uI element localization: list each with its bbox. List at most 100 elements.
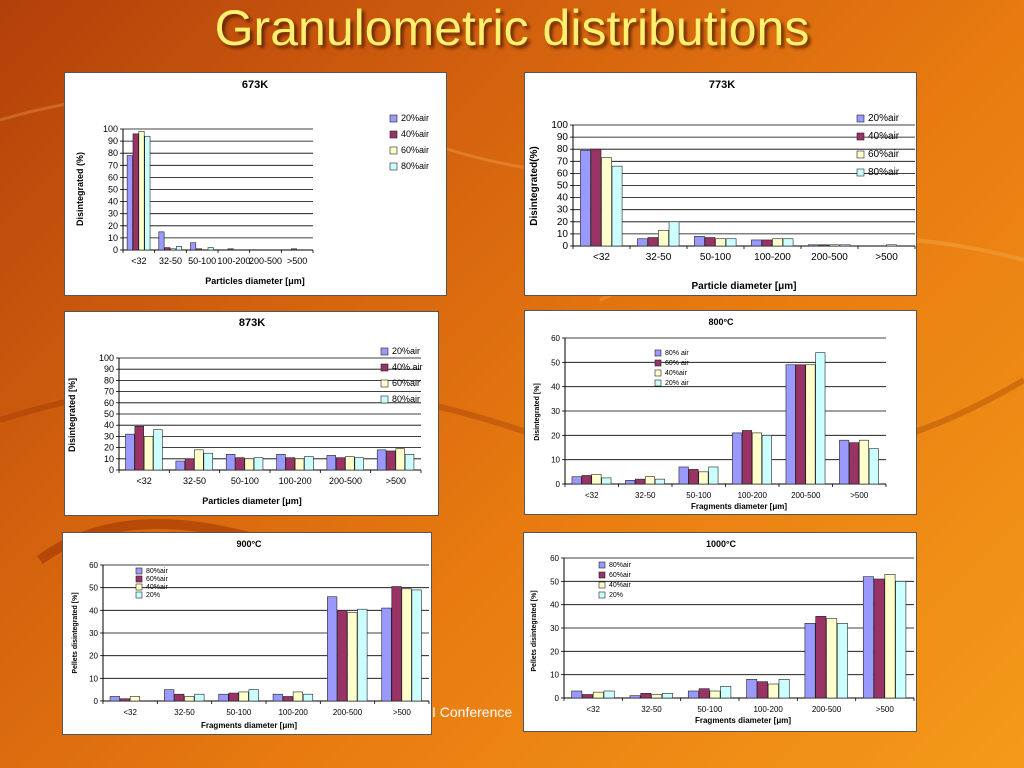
bar bbox=[688, 469, 699, 485]
bar bbox=[227, 248, 234, 251]
bar bbox=[292, 691, 304, 702]
bar bbox=[404, 454, 415, 471]
y-tick-label: 0 bbox=[94, 697, 99, 706]
y-tick-label: 10 bbox=[557, 229, 569, 240]
x-tick-label: 100-200 bbox=[738, 491, 768, 500]
bar bbox=[720, 686, 732, 699]
bar bbox=[761, 239, 773, 247]
legend-label: 40%air bbox=[401, 129, 429, 139]
legend-label: 40%air bbox=[609, 582, 631, 589]
legend-swatch bbox=[380, 363, 389, 372]
bar bbox=[836, 623, 848, 699]
x-tick-label: >500 bbox=[386, 476, 406, 486]
y-tick-label: 40 bbox=[89, 606, 98, 615]
x-tick-label: 200-500 bbox=[811, 252, 848, 263]
x-tick-label: <32 bbox=[137, 476, 152, 486]
legend-label: 40%air bbox=[868, 131, 900, 142]
bar bbox=[276, 454, 286, 471]
bar bbox=[644, 476, 655, 485]
y-tick-label: 60 bbox=[108, 172, 118, 182]
legend-label: 80%air bbox=[401, 161, 429, 171]
legend-swatch bbox=[135, 583, 143, 591]
bar bbox=[326, 455, 336, 471]
y-tick-label: 50 bbox=[108, 185, 118, 195]
y-tick-label: 90 bbox=[104, 364, 114, 374]
bar bbox=[708, 466, 719, 485]
bar bbox=[829, 244, 840, 247]
bar bbox=[244, 458, 254, 471]
bar bbox=[272, 693, 283, 702]
legend-label: 60%air bbox=[868, 149, 900, 160]
bar bbox=[194, 693, 205, 702]
legend-label: 60%air bbox=[609, 572, 631, 579]
x-tick-label: >500 bbox=[875, 252, 898, 263]
bar bbox=[868, 448, 879, 485]
bar bbox=[253, 457, 264, 471]
bar bbox=[134, 426, 144, 471]
bar bbox=[751, 239, 762, 247]
bar bbox=[601, 157, 612, 247]
legend-swatch bbox=[856, 168, 865, 177]
bar bbox=[886, 244, 897, 247]
bar bbox=[637, 238, 648, 247]
x-tick-label: 200-500 bbox=[791, 491, 821, 500]
bar bbox=[678, 466, 689, 485]
legend-swatch bbox=[598, 561, 606, 569]
bar bbox=[668, 221, 680, 247]
chart-800c: 800°C 0 10 20 30 40 50 60 <32 32-50 50-100 100-200 2… bbox=[534, 317, 887, 511]
bar bbox=[782, 238, 794, 247]
legend-label: 20% bbox=[146, 592, 160, 599]
bar bbox=[826, 618, 838, 699]
bar bbox=[687, 690, 699, 699]
x-tick-label: 100-200 bbox=[279, 476, 312, 486]
y-tick-label: 40 bbox=[108, 197, 118, 207]
y-axis-label: Disintegrated (%) bbox=[75, 152, 85, 226]
bar bbox=[411, 589, 422, 702]
bar bbox=[661, 693, 673, 699]
bar bbox=[345, 456, 355, 471]
bar bbox=[601, 477, 612, 485]
bar bbox=[611, 165, 623, 247]
legend-label: 80% air bbox=[665, 350, 689, 357]
x-tick-label: 100-200 bbox=[278, 708, 308, 717]
bar bbox=[376, 449, 387, 471]
y-tick-label: 10 bbox=[104, 454, 114, 464]
bar bbox=[144, 135, 151, 251]
bar bbox=[640, 693, 652, 699]
legend-label: 40%air bbox=[146, 584, 168, 591]
legend-label: 60%air bbox=[401, 145, 429, 155]
legend-swatch bbox=[135, 575, 143, 583]
y-tick-label: 20 bbox=[108, 221, 118, 231]
y-tick-label: 30 bbox=[108, 209, 118, 219]
y-tick-label: 50 bbox=[557, 181, 569, 192]
bar bbox=[839, 439, 850, 485]
y-tick-label: 40 bbox=[104, 420, 114, 430]
legend-swatch bbox=[654, 379, 662, 387]
bar bbox=[839, 244, 851, 247]
bar bbox=[109, 696, 120, 702]
x-tick-label: <32 bbox=[585, 491, 599, 500]
x-tick-label: 32-50 bbox=[183, 476, 206, 486]
legend-swatch bbox=[389, 146, 398, 155]
bar bbox=[354, 457, 364, 471]
chart-title: 773K bbox=[709, 79, 735, 91]
y-axis-label: Disintegrated [%] bbox=[534, 383, 541, 441]
y-tick-label: 90 bbox=[108, 136, 118, 146]
legend-swatch bbox=[856, 150, 865, 159]
bar bbox=[335, 457, 346, 471]
bar bbox=[815, 616, 827, 699]
bar bbox=[282, 696, 293, 702]
bar bbox=[395, 448, 405, 471]
x-axis-label: Fragments diameter [μm] bbox=[695, 716, 791, 725]
legend-swatch bbox=[380, 395, 389, 404]
bar bbox=[580, 150, 591, 247]
legend-swatch bbox=[856, 114, 865, 123]
bar bbox=[203, 452, 213, 471]
legend-swatch bbox=[389, 162, 398, 171]
y-tick-label: 60 bbox=[557, 168, 569, 179]
y-tick-label: 0 bbox=[109, 465, 114, 475]
bar bbox=[285, 457, 295, 471]
chart-panel-1000c: 1000°C 0 10 20 30 40 50 60 <32 32-50 50-100 100-200… bbox=[523, 532, 917, 732]
y-tick-label: 80 bbox=[108, 148, 118, 158]
x-tick-label: <32 bbox=[593, 252, 610, 263]
